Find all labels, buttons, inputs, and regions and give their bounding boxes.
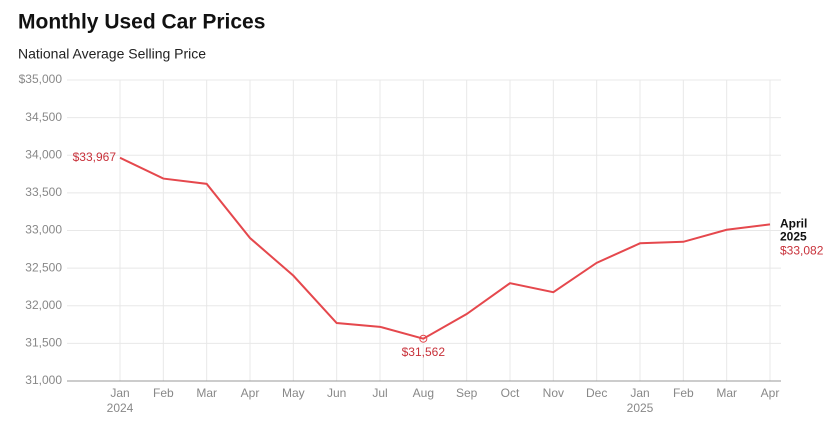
y-tick-label: 33,500 bbox=[25, 185, 62, 199]
y-tick-label: 31,000 bbox=[25, 373, 62, 387]
line bbox=[119, 156, 771, 340]
x-tick-label: Jul bbox=[372, 386, 387, 400]
chart-title: Monthly Used Car Prices bbox=[18, 11, 265, 34]
x-tick-label: Oct bbox=[501, 386, 520, 400]
y-tick-label: 34,000 bbox=[25, 147, 62, 161]
x-tick-label: Jan bbox=[630, 386, 649, 400]
y-tick-label: 31,500 bbox=[25, 336, 62, 350]
x-tick-label: Sep bbox=[456, 386, 478, 400]
x-tick-label: Feb bbox=[673, 386, 694, 400]
y-tick-label: 32,000 bbox=[25, 298, 62, 312]
x-tick-label: Jan bbox=[110, 386, 129, 400]
x-tick-label: Mar bbox=[196, 386, 217, 400]
x-tick-label: Dec bbox=[586, 386, 607, 400]
end-label: April bbox=[780, 217, 807, 231]
y-tick-label: 33,000 bbox=[25, 223, 62, 237]
value-label: $33,967 bbox=[73, 150, 117, 164]
y-tick-label: 32,500 bbox=[25, 260, 62, 274]
x-tick-label: Feb bbox=[153, 386, 174, 400]
value-label: $33,082 bbox=[780, 244, 824, 258]
point-marker bbox=[419, 334, 428, 343]
y-tick-label: $35,000 bbox=[19, 72, 63, 86]
x-tick-label: Aug bbox=[413, 386, 434, 400]
chart-subtitle: National Average Selling Price bbox=[18, 46, 206, 62]
x-tick-label: May bbox=[282, 386, 305, 400]
value-label: $31,562 bbox=[402, 345, 446, 359]
x-year-label: 2025 bbox=[627, 401, 654, 415]
x-tick-label: Nov bbox=[543, 386, 564, 400]
x-year-label: 2024 bbox=[107, 401, 134, 415]
end-label: 2025 bbox=[780, 230, 807, 244]
x-tick-label: Jun bbox=[327, 386, 346, 400]
x-tick-label: Apr bbox=[761, 386, 780, 400]
y-tick-label: 34,500 bbox=[25, 110, 62, 124]
x-tick-label: Mar bbox=[716, 386, 737, 400]
x-tick-label: Apr bbox=[241, 386, 260, 400]
